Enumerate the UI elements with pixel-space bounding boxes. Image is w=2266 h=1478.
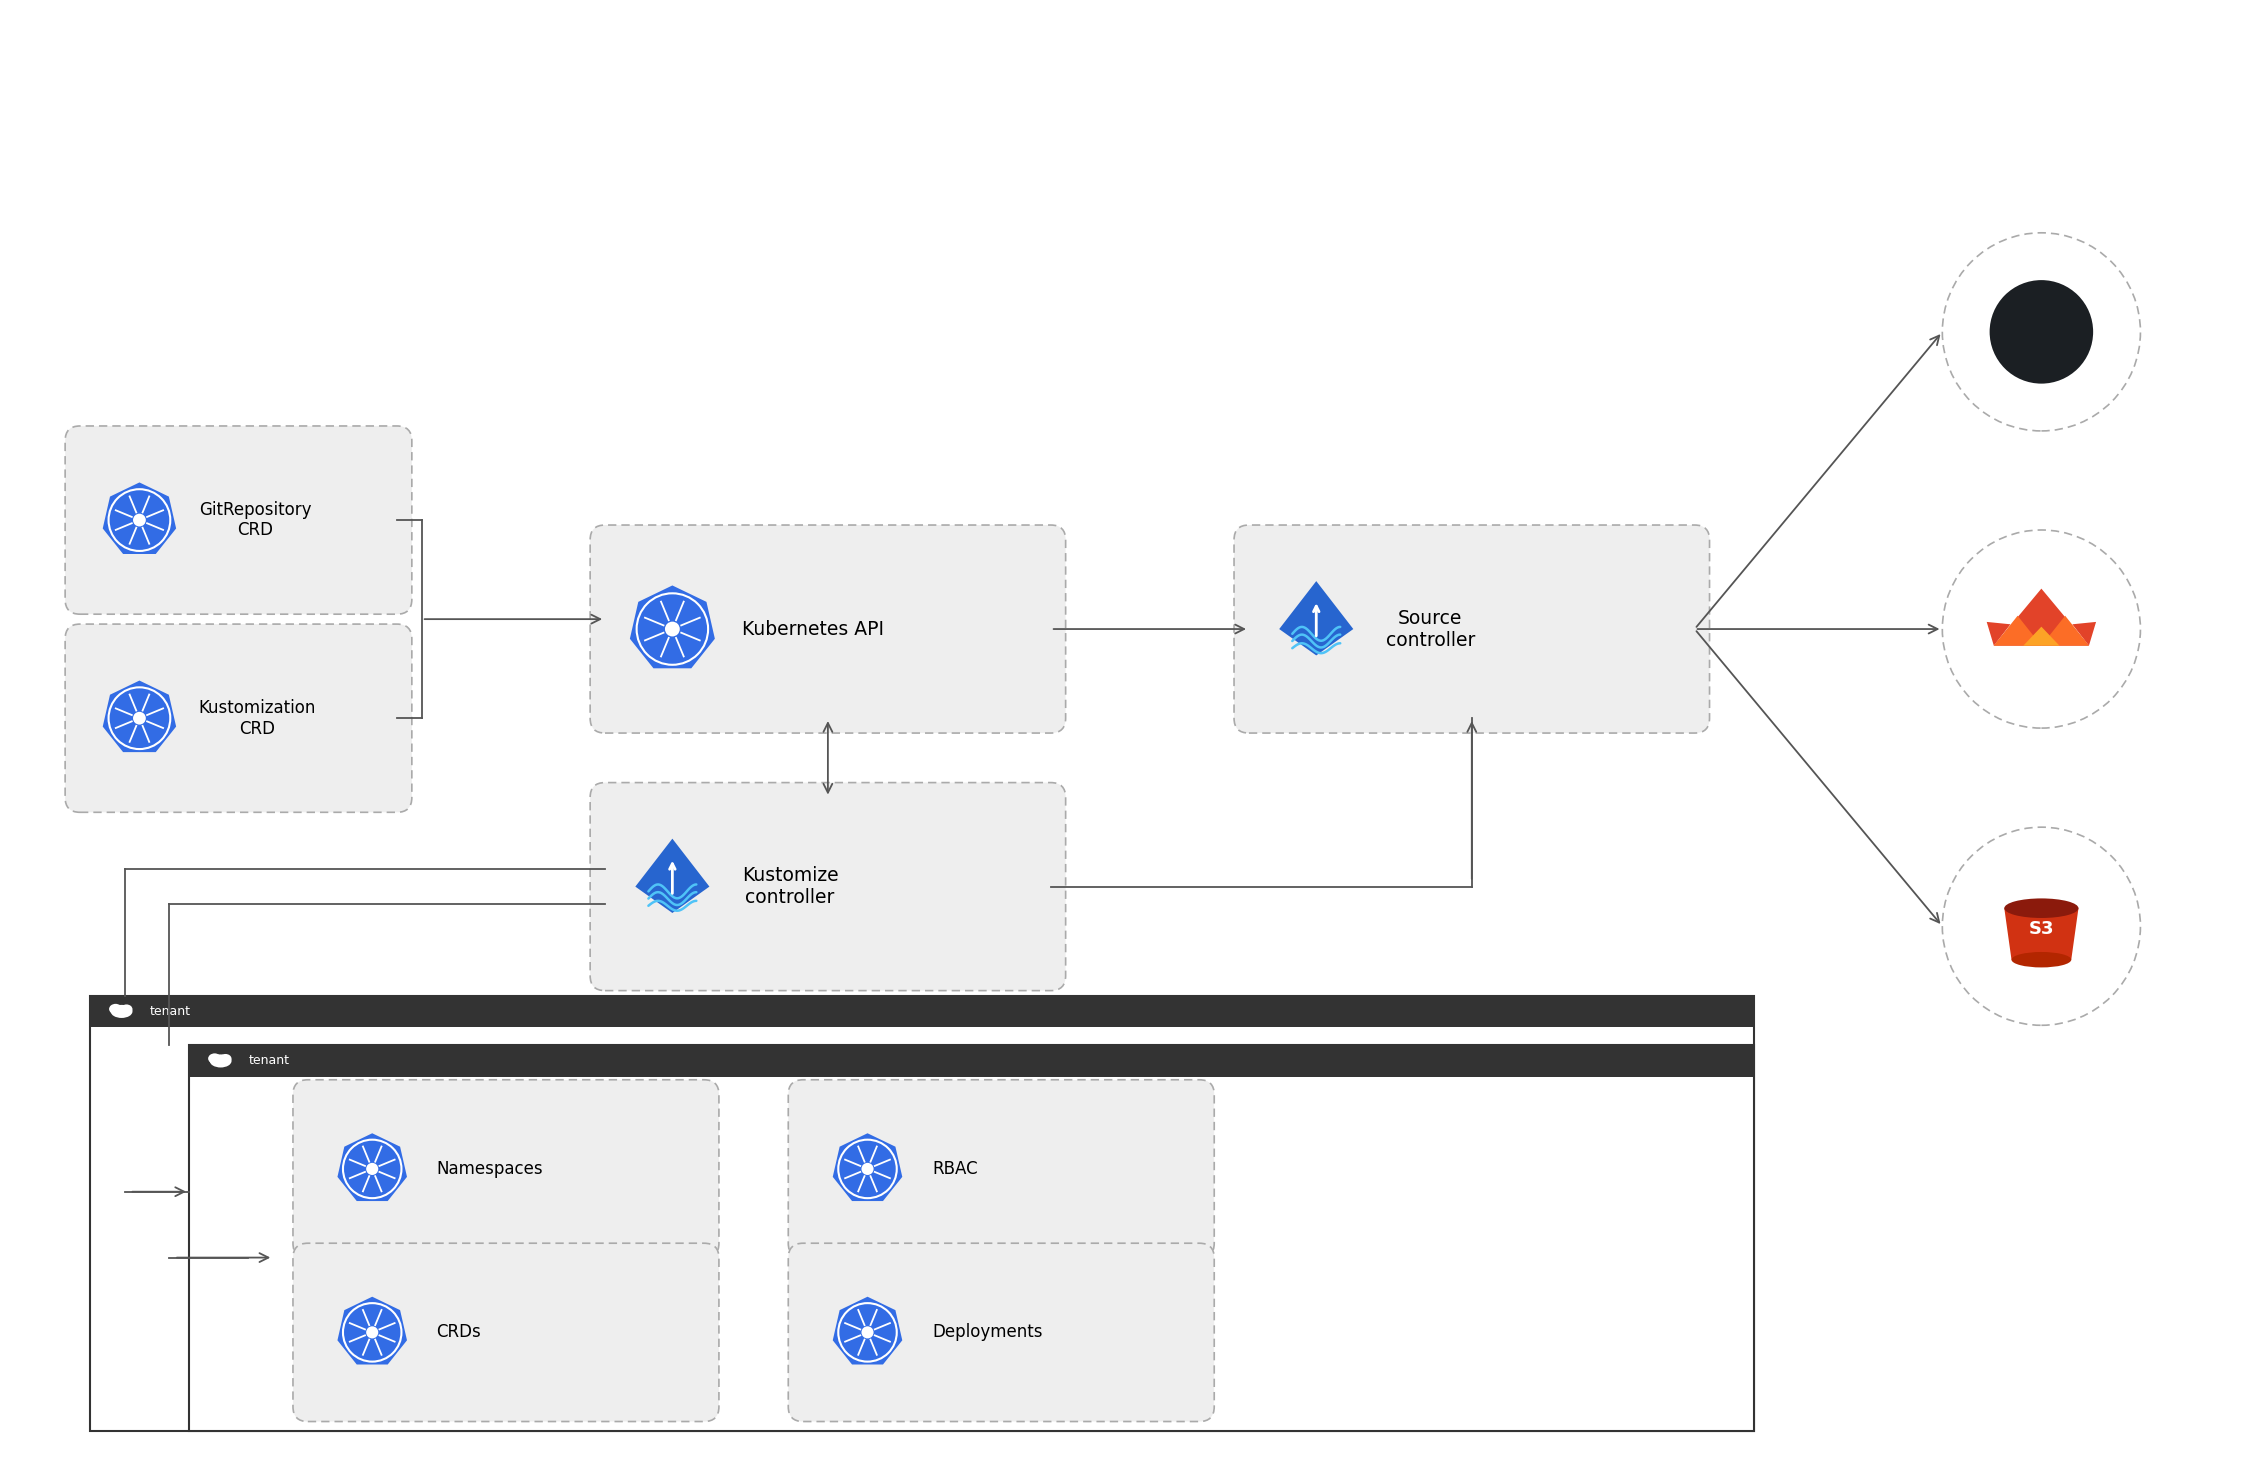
FancyBboxPatch shape bbox=[789, 1243, 1215, 1422]
Polygon shape bbox=[102, 482, 177, 554]
Polygon shape bbox=[91, 996, 1754, 1027]
Polygon shape bbox=[91, 996, 1754, 1431]
Circle shape bbox=[861, 1326, 875, 1339]
FancyBboxPatch shape bbox=[789, 1080, 1215, 1258]
Polygon shape bbox=[1280, 581, 1353, 655]
Ellipse shape bbox=[211, 1054, 231, 1067]
FancyBboxPatch shape bbox=[66, 426, 412, 615]
Polygon shape bbox=[634, 838, 709, 913]
Circle shape bbox=[1942, 234, 2141, 432]
Ellipse shape bbox=[2012, 952, 2071, 968]
Text: Source
controller: Source controller bbox=[1385, 609, 1475, 649]
Polygon shape bbox=[2024, 627, 2060, 646]
Polygon shape bbox=[338, 1296, 408, 1364]
Polygon shape bbox=[832, 1296, 902, 1364]
Ellipse shape bbox=[208, 1054, 222, 1064]
Polygon shape bbox=[102, 680, 177, 752]
Polygon shape bbox=[630, 585, 714, 668]
Ellipse shape bbox=[120, 1005, 131, 1014]
Ellipse shape bbox=[220, 1054, 231, 1064]
Polygon shape bbox=[832, 1134, 902, 1202]
Polygon shape bbox=[2042, 616, 2089, 646]
Text: S3: S3 bbox=[2028, 919, 2055, 939]
Polygon shape bbox=[188, 1045, 1754, 1077]
Polygon shape bbox=[2048, 294, 2067, 307]
Ellipse shape bbox=[111, 1005, 131, 1018]
Circle shape bbox=[861, 1163, 875, 1175]
Text: GitRepository
CRD: GitRepository CRD bbox=[199, 501, 310, 539]
Polygon shape bbox=[2014, 294, 2035, 307]
Circle shape bbox=[134, 514, 145, 526]
FancyBboxPatch shape bbox=[292, 1243, 718, 1422]
Text: tenant: tenant bbox=[249, 1054, 290, 1067]
FancyBboxPatch shape bbox=[589, 782, 1065, 990]
Ellipse shape bbox=[2005, 899, 2078, 918]
Text: Kustomize
controller: Kustomize controller bbox=[741, 866, 838, 907]
Circle shape bbox=[1990, 281, 2094, 384]
Polygon shape bbox=[1994, 616, 2042, 646]
FancyBboxPatch shape bbox=[589, 525, 1065, 733]
Text: RBAC: RBAC bbox=[931, 1160, 977, 1178]
Circle shape bbox=[2014, 302, 2067, 353]
Text: CRDs: CRDs bbox=[437, 1323, 480, 1342]
Polygon shape bbox=[1987, 622, 2010, 646]
Circle shape bbox=[367, 1163, 378, 1175]
Ellipse shape bbox=[109, 1004, 122, 1014]
FancyBboxPatch shape bbox=[1235, 525, 1709, 733]
FancyBboxPatch shape bbox=[292, 1080, 718, 1258]
Ellipse shape bbox=[2021, 341, 2062, 364]
FancyBboxPatch shape bbox=[66, 624, 412, 813]
Circle shape bbox=[134, 712, 145, 724]
Text: Kustomization
CRD: Kustomization CRD bbox=[199, 699, 317, 738]
Polygon shape bbox=[2073, 622, 2096, 646]
Circle shape bbox=[1942, 828, 2141, 1026]
Circle shape bbox=[367, 1326, 378, 1339]
Text: Kubernetes API: Kubernetes API bbox=[741, 619, 884, 638]
Text: Deployments: Deployments bbox=[931, 1323, 1042, 1342]
Text: Namespaces: Namespaces bbox=[437, 1160, 544, 1178]
Polygon shape bbox=[188, 1045, 1754, 1431]
Polygon shape bbox=[338, 1134, 408, 1202]
Circle shape bbox=[1942, 531, 2141, 729]
Polygon shape bbox=[2005, 907, 2078, 959]
Text: tenant: tenant bbox=[150, 1005, 190, 1018]
Polygon shape bbox=[1994, 588, 2089, 646]
Circle shape bbox=[664, 622, 680, 637]
